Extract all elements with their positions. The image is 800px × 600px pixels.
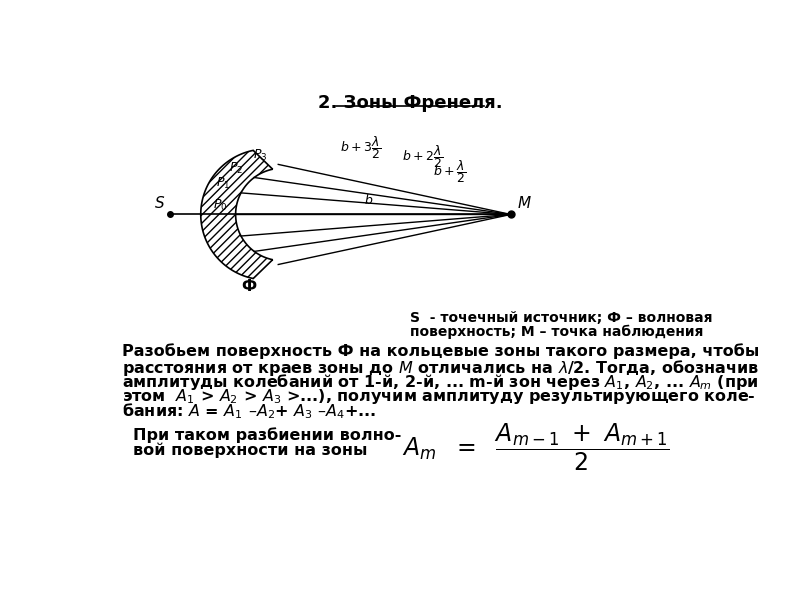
Text: расстояния от краев зоны до $\mathit{M}$ отличались на $\lambda$/2. Тогда, обозн: расстояния от краев зоны до $\mathit{M}$… [122,358,759,377]
Text: Ф: Ф [242,280,256,295]
Text: $b+2\dfrac{\lambda}{2}$: $b+2\dfrac{\lambda}{2}$ [402,143,443,170]
Text: $P_3$: $P_3$ [253,148,267,163]
Text: бания: $A$ = $A_1$ –$A_2$+ $A_3$ –$A_4$+...: бания: $A$ = $A_1$ –$A_2$+ $A_3$ –$A_4$+… [122,401,376,421]
Text: $P_0$: $P_0$ [214,198,228,213]
Text: $b$: $b$ [363,193,373,207]
Polygon shape [201,151,273,278]
Text: Разобьем поверхность Ф на кольцевые зоны такого размера, чтобы: Разобьем поверхность Ф на кольцевые зоны… [122,343,759,359]
Text: $b+\dfrac{\lambda}{2}$: $b+\dfrac{\lambda}{2}$ [434,158,466,185]
Text: 2. Зоны Френеля.: 2. Зоны Френеля. [318,94,502,112]
Text: $P_2$: $P_2$ [230,161,243,176]
Text: вой поверхности на зоны: вой поверхности на зоны [133,442,367,458]
Text: амплитуды колебаний от 1-й, 2-й, ... m-й зон через $A_1$, $A_2$, ... $A_m$ (при: амплитуды колебаний от 1-й, 2-й, ... m-й… [122,372,758,392]
Text: При таком разбиении волно-: При таком разбиении волно- [133,428,401,443]
Text: $S$: $S$ [154,196,165,211]
Text: $A_m\ \ =\ \ \dfrac{A_{m-1}\ +\ A_{m+1}}{2}$: $A_m\ \ =\ \ \dfrac{A_{m-1}\ +\ A_{m+1}}… [402,422,670,473]
Text: $b+3\dfrac{\lambda}{2}$: $b+3\dfrac{\lambda}{2}$ [340,134,382,161]
Text: поверхность; M – точка наблюдения: поверхность; M – точка наблюдения [410,325,703,339]
Text: S  - точечный источник; Ф – волновая: S - точечный источник; Ф – волновая [410,311,713,325]
Text: $M$: $M$ [517,196,532,211]
Text: $P_1$: $P_1$ [216,176,230,191]
Text: этом  $A_1$ > $A_2$ > $A_3$ >...), получим амплитуду результирующего коле-: этом $A_1$ > $A_2$ > $A_3$ >...), получи… [122,387,755,406]
